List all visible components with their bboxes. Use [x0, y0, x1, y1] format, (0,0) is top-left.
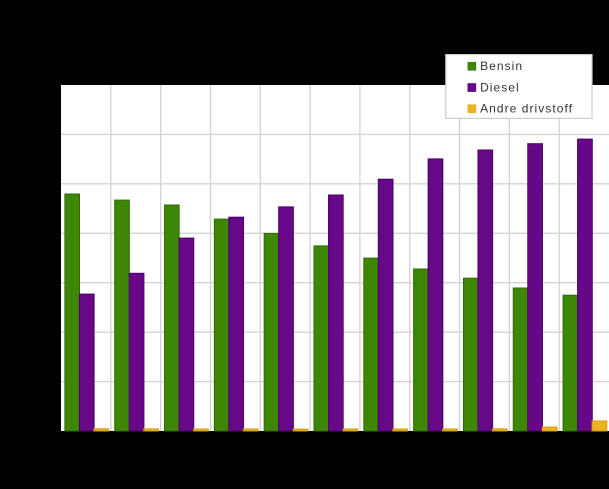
svg-text:Andre drivstoff: Andre drivstoff — [480, 102, 573, 116]
svg-text:Bensin: Bensin — [480, 59, 523, 73]
svg-text:Diesel: Diesel — [480, 81, 520, 95]
